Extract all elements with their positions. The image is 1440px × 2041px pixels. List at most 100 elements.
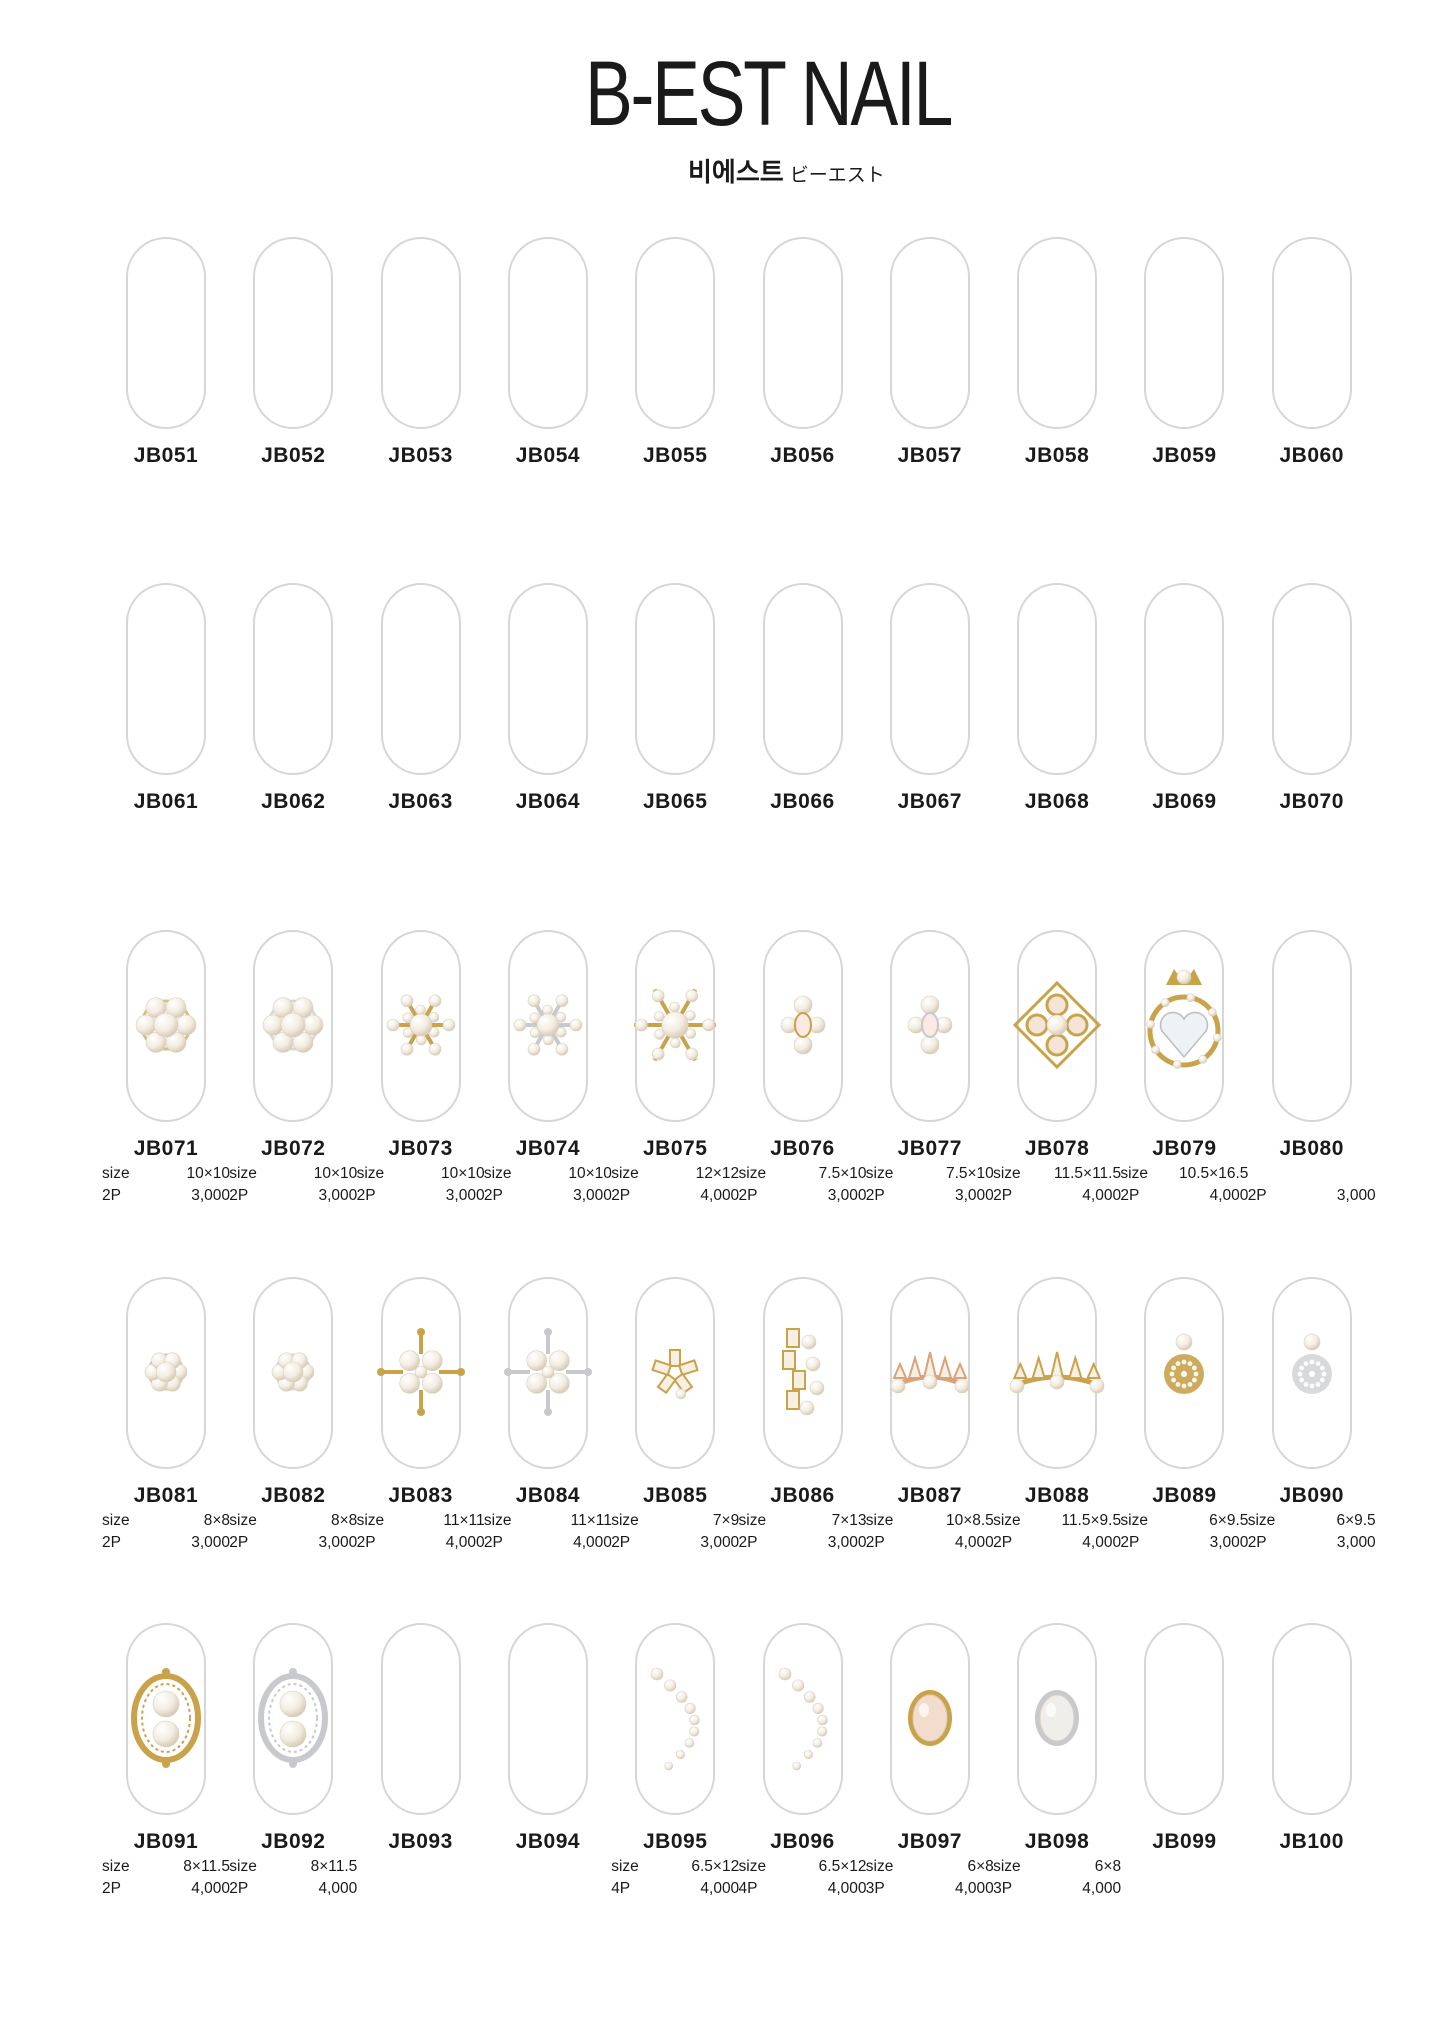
- nail-tip-image: [1017, 1623, 1098, 1815]
- nail-tip-image: [635, 1623, 716, 1815]
- nail-tip-image: [253, 583, 334, 775]
- product-card: JB096 size 6.5×12 4P 4,000: [739, 1622, 867, 1912]
- product-code: JB088: [1024, 1484, 1090, 1507]
- product-code: JB099: [1152, 1830, 1217, 1853]
- product-card: JB066: [739, 582, 867, 872]
- product-card: JB086 size 7×13 2P 3,000: [739, 1276, 867, 1566]
- brand-logo: B-EST NAIL: [585, 43, 953, 145]
- charm-gold-tiara: [1009, 1351, 1105, 1394]
- product-code: JB068: [1024, 790, 1090, 813]
- product-card: JB079 size 10.5×16.5 2P 4,000: [1120, 929, 1248, 1219]
- product-code: JB091: [133, 1830, 199, 1853]
- product-card: JB056: [739, 236, 867, 526]
- charm-silver-oval-pearl: [1035, 1690, 1080, 1746]
- nail-tip-image: [762, 1277, 843, 1469]
- charm-silver-oval-frame: [258, 1668, 329, 1768]
- product-card: JB082 size 8×8 2P 3,000: [229, 1276, 357, 1566]
- product-code: JB055: [642, 444, 708, 467]
- nail-tip-image: [507, 237, 588, 429]
- product-card: JB075 size 12×12 2P 4,000: [611, 929, 739, 1219]
- product-code: JB065: [642, 790, 708, 813]
- nail-tip-image: [380, 930, 461, 1122]
- product-card: JB074 size 10×10 2P 3,000: [484, 929, 612, 1219]
- nail-tip-image: [1271, 583, 1352, 775]
- brand-subtitle: 비에스트 ビーエスト: [688, 152, 885, 189]
- product-code: JB070: [1279, 790, 1344, 813]
- product-card: JB070: [1248, 582, 1376, 872]
- product-card: JB093: [357, 1622, 485, 1912]
- product-card: JB057: [866, 236, 994, 526]
- product-code: JB093: [388, 1830, 453, 1853]
- nail-tip-image: [635, 583, 716, 775]
- product-code: JB095: [642, 1830, 708, 1853]
- product-code: JB076: [770, 1137, 835, 1160]
- nail-tip-image: [762, 583, 843, 775]
- product-code: JB072: [261, 1137, 326, 1160]
- nail-tip-image: [1017, 237, 1098, 429]
- product-code: JB098: [1024, 1830, 1090, 1853]
- nail-tip-image: [889, 1623, 970, 1815]
- product-code: JB073: [388, 1137, 453, 1160]
- nail-tip-image: [889, 583, 970, 775]
- product-code: JB085: [642, 1484, 708, 1507]
- nail-tip-image: [1144, 583, 1225, 775]
- nail-tip-image: [126, 930, 206, 1122]
- product-code: JB056: [770, 444, 835, 467]
- nail-tip-image: [1271, 1623, 1352, 1815]
- product-code: JB084: [515, 1484, 581, 1507]
- brand-korean: 비에스트: [688, 158, 784, 188]
- charm-gold-crystal-burst: [651, 1349, 699, 1400]
- product-code: JB071: [133, 1137, 199, 1160]
- product-code: JB060: [1279, 444, 1344, 467]
- product-code: JB052: [261, 444, 326, 467]
- product-card: JB061: [102, 582, 230, 872]
- nail-tip-image: [507, 583, 588, 775]
- product-code: JB053: [388, 444, 453, 467]
- brand-header: B-EST NAIL 비에스트 ビーエスト: [0, 0, 1440, 200]
- nail-tip-image: [380, 1623, 461, 1815]
- product-card: JB100: [1248, 1622, 1376, 1912]
- charm-rose-tiara: [890, 1351, 970, 1394]
- nail-tip-image: [126, 1623, 206, 1815]
- product-card: JB091 size 8×11.5 2P 4,000: [102, 1622, 230, 1912]
- product-code: JB092: [261, 1830, 326, 1853]
- nail-tip-image: [762, 930, 843, 1122]
- charm-rose-pearl-flower: [144, 1352, 188, 1392]
- nail-tip-image: [1012, 930, 1102, 1122]
- charm-gold-snowflake-large: [634, 988, 716, 1062]
- charm-silver-pearl-flower-small: [271, 1352, 315, 1392]
- nail-tip-image: [1144, 237, 1225, 429]
- product-code: JB075: [642, 1137, 708, 1160]
- nail-tip-image: [126, 237, 206, 429]
- product-code: JB061: [133, 790, 199, 813]
- product-code: JB067: [897, 790, 962, 813]
- product-card: JB081 size 8×8 2P 3,000: [102, 1276, 230, 1566]
- product-card: JB080 2P 3,000: [1248, 929, 1376, 1219]
- product-code: JB059: [1152, 444, 1217, 467]
- nail-tip-image: [634, 930, 716, 1122]
- product-card: JB055: [611, 236, 739, 526]
- charm-silver-pearl-flower: [262, 997, 324, 1053]
- nail-tip-image: [253, 1623, 334, 1815]
- nail-tip-image: [889, 930, 970, 1122]
- nail-tip-image: [1144, 930, 1225, 1122]
- nail-tip-image: [507, 1623, 588, 1815]
- brand-japanese: ビーエスト: [789, 164, 885, 186]
- product-code: JB077: [897, 1137, 962, 1160]
- charm-silver-pearl-star: [503, 1328, 592, 1416]
- product-code: JB064: [515, 790, 581, 813]
- product-code: JB096: [770, 1830, 835, 1853]
- nail-tip-image: [376, 1277, 465, 1469]
- charm-gold-pearl-drop: [1164, 1333, 1205, 1394]
- charm-gold-snowflake: [386, 994, 455, 1056]
- nail-tip-image: [380, 583, 461, 775]
- product-code: JB097: [897, 1830, 962, 1853]
- product-code: JB054: [515, 444, 581, 467]
- nail-tip-image: [507, 930, 588, 1122]
- product-code: JB058: [1024, 444, 1090, 467]
- product-card: JB060: [1248, 236, 1376, 526]
- charm-gold-crown-heart: [1146, 969, 1223, 1069]
- product-card: JB062: [229, 582, 357, 872]
- charm-silver-pearl-drop: [1291, 1333, 1332, 1394]
- charm-silver-snowflake: [513, 994, 583, 1056]
